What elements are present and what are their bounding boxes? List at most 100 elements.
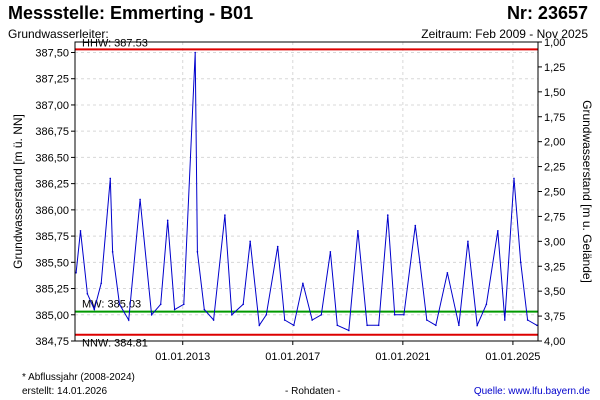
data-point	[329, 251, 332, 253]
data-point	[150, 313, 153, 316]
data-point	[111, 251, 114, 253]
y-tick-label-right: 2,50	[544, 187, 565, 199]
data-point	[293, 324, 295, 327]
data-point	[166, 219, 169, 222]
reference-label-mw: MW: 385.03	[82, 299, 141, 311]
reference-label-nnw: NNW: 384.81	[82, 338, 148, 350]
y-tick-label-right: 3,25	[544, 261, 565, 273]
data-point	[414, 224, 417, 227]
y-tick-label-right: 3,00	[544, 236, 565, 248]
y-tick-label-left: 387,25	[35, 74, 69, 86]
data-point	[467, 240, 469, 243]
x-tick-label: 01.01.2025	[485, 351, 540, 363]
data-point	[139, 198, 141, 201]
created-date: erstellt: 14.01.2026	[22, 386, 108, 397]
y-tick-label-left: 385,75	[35, 231, 69, 243]
y-tick-label-left: 386,25	[35, 179, 69, 191]
data-point	[86, 292, 89, 295]
data-point	[513, 177, 515, 180]
data-point	[348, 329, 350, 332]
reference-lines: HHW: 387.53 MW: 385.03 NNW: 384.81	[75, 37, 538, 350]
x-axis: 01.01.2013 01.01.2017 01.01.2021 01.01.2025	[155, 341, 540, 363]
y-axis-left: 387,50 387,25 387,00 386,75 386,50 386,25 386,…	[35, 47, 75, 348]
y-tick-label-right: 2,25	[544, 162, 565, 174]
station-number: Nr: 23657	[506, 3, 588, 23]
data-point	[283, 319, 286, 321]
data-point	[458, 324, 460, 327]
data-point	[311, 319, 313, 321]
series-group	[75, 51, 538, 332]
data-point	[100, 282, 103, 285]
data-point	[173, 308, 176, 311]
y-tick-label-left: 386,50	[35, 152, 69, 164]
data-point	[93, 308, 96, 311]
data-point	[366, 324, 368, 327]
page-title: Messstelle: Emmerting - B01	[8, 3, 254, 23]
data-point	[526, 319, 529, 321]
data-point	[446, 272, 449, 274]
y-tick-label-left: 385,50	[35, 257, 69, 269]
data-point	[386, 214, 389, 216]
data-point	[426, 319, 428, 321]
data-point	[109, 177, 112, 180]
data-point	[203, 308, 206, 311]
y-axis-right-label: Grundwasserstand [m u. Gelände]	[580, 100, 594, 283]
y-tick-label-left: 385,00	[35, 310, 69, 322]
data-point	[249, 240, 251, 243]
y-tick-label-right: 3,75	[544, 311, 565, 323]
data-point	[127, 319, 130, 321]
x-tick-label: 01.01.2021	[375, 351, 430, 363]
data-point	[196, 251, 199, 253]
data-point	[302, 282, 304, 285]
data-point	[242, 303, 245, 306]
y-tick-label-right: 4,00	[544, 336, 565, 348]
data-point	[485, 303, 488, 306]
data-point	[503, 319, 506, 321]
y-tick-label-left: 385,25	[35, 284, 69, 296]
y-tick-label-right: 1,75	[544, 112, 565, 124]
data-point	[357, 230, 359, 232]
data-point	[75, 272, 77, 274]
source-link[interactable]: Quelle: www.lfu.bayern.de	[473, 386, 590, 397]
data-point	[265, 313, 268, 316]
data-point	[497, 230, 499, 232]
y-tick-label-right: 1,50	[544, 87, 565, 99]
data-point	[118, 303, 121, 306]
data-point	[403, 313, 405, 316]
data-point	[79, 230, 82, 232]
data-point	[435, 324, 437, 327]
period-label: Zeitraum: Feb 2009 - Nov 2025	[421, 27, 588, 41]
y-tick-label-left: 386,75	[35, 126, 69, 138]
y-tick-label-right: 3,50	[544, 286, 565, 298]
y-tick-label-left: 386,00	[35, 205, 69, 217]
data-point	[393, 313, 396, 316]
footnote: * Abflussjahr (2008-2024)	[22, 372, 135, 383]
data-point	[476, 324, 479, 327]
raw-data-label: - Rohdaten -	[285, 386, 341, 397]
data-point	[377, 324, 380, 327]
data-point	[231, 313, 233, 316]
data-point	[419, 261, 421, 264]
y-tick-label-left: 387,50	[35, 47, 69, 59]
data-point	[194, 51, 196, 54]
y-axis-right: 1,00 1,25 1,50 1,75 2,00 2,25 2,50 2,75 3,00 3,25…	[538, 37, 565, 348]
data-point	[182, 303, 185, 306]
data-point	[276, 245, 279, 248]
data-point	[519, 261, 522, 264]
aquifer-label: Grundwasserleiter:	[8, 27, 109, 41]
data-point	[320, 313, 323, 316]
data-point	[159, 303, 162, 306]
y-tick-label-right: 2,75	[544, 211, 565, 223]
grid-lines	[75, 42, 538, 342]
y-tick-label-right: 1,00	[544, 37, 565, 49]
y-tick-label-left: 384,75	[35, 336, 69, 348]
data-point	[258, 324, 261, 327]
data-point	[336, 324, 339, 327]
y-axis-left-label: Grundwasserstand [m ü. NN]	[11, 114, 25, 269]
y-tick-label-right: 2,00	[544, 137, 565, 149]
data-point	[224, 214, 226, 216]
data-point	[212, 319, 215, 321]
x-tick-label: 01.01.2013	[155, 351, 210, 363]
reference-label-hhw: HHW: 387.53	[82, 37, 148, 49]
